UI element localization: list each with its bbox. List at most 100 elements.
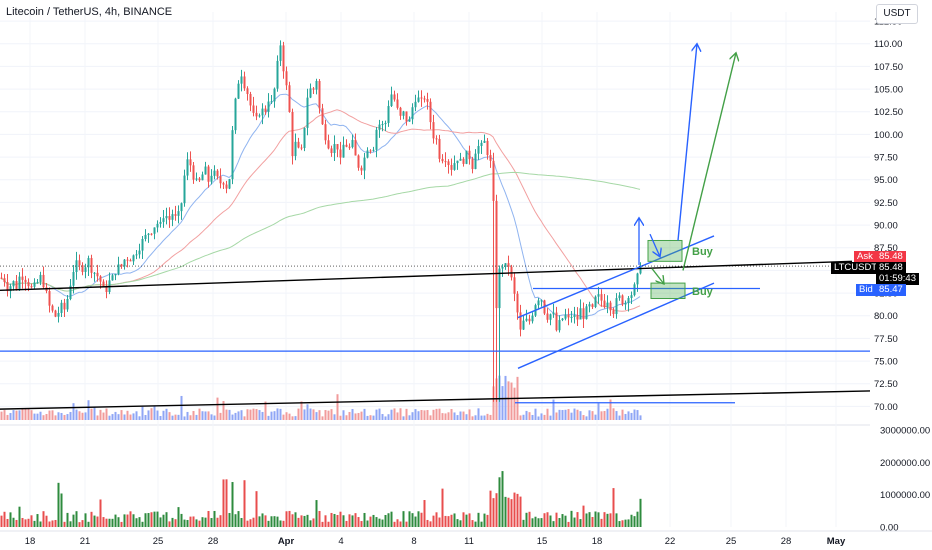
candle-body	[333, 144, 336, 154]
currency-button[interactable]: USDT	[876, 4, 918, 24]
candle-body	[252, 105, 255, 113]
volume-bar	[306, 514, 309, 527]
volume-overlay-bar	[93, 406, 96, 420]
volume-bar	[624, 519, 627, 527]
channel-bottom	[517, 282, 715, 369]
candle-body	[222, 183, 225, 185]
volume-overlay-bar	[528, 412, 531, 420]
volume-bar	[360, 521, 363, 527]
candle-body	[504, 263, 507, 268]
volume-bar	[621, 520, 624, 527]
volume-overlay-bar	[195, 414, 198, 420]
volume-overlay-bar	[300, 401, 303, 420]
candle-body	[126, 259, 129, 261]
candle-body	[84, 267, 87, 272]
volume-bar	[309, 520, 312, 527]
price-tick-label: 80.00	[874, 311, 898, 322]
candle-body	[195, 178, 198, 180]
candle-body	[354, 139, 357, 156]
volume-bar	[570, 510, 573, 527]
candle-body	[345, 144, 348, 147]
volume-bar	[558, 518, 561, 527]
volume-overlay-bar	[411, 412, 414, 420]
volume-overlay-bar	[636, 410, 639, 420]
volume-bar	[12, 517, 15, 527]
candle-body	[75, 260, 78, 273]
volume-bar	[567, 521, 570, 527]
volume-overlay-bar	[450, 408, 453, 420]
volume-overlay-bar	[219, 412, 222, 420]
volume-bar	[273, 516, 276, 527]
volume-bar	[102, 517, 105, 527]
volume-bar	[357, 517, 360, 527]
volume-overlay-bar	[129, 414, 132, 420]
volume-overlay-bar	[456, 415, 459, 420]
volume-overlay-bar	[447, 412, 450, 420]
projection-arrow	[677, 44, 697, 241]
volume-bar	[9, 512, 12, 527]
volume-overlay-bar	[192, 410, 195, 420]
candle-body	[465, 150, 468, 164]
volume-bar	[225, 479, 228, 527]
price-tick-label: 90.00	[874, 221, 898, 232]
time-axis[interactable]: 18 21 25 28 Apr 4 8 11 15 18 22 25 28 May	[0, 530, 932, 547]
volume-bar	[537, 518, 540, 527]
candle-body	[339, 149, 342, 158]
volume-bar	[528, 511, 531, 527]
candle-body	[207, 166, 210, 182]
candle-body	[276, 60, 279, 89]
volume-overlay-bar	[486, 413, 489, 420]
volume-bar	[546, 512, 549, 527]
volume-bar	[414, 516, 417, 527]
volume-bar	[267, 520, 270, 527]
volume-overlay-bar	[0, 411, 3, 420]
candle-body	[144, 234, 147, 240]
candle-body	[72, 272, 75, 286]
candle-body	[525, 318, 528, 321]
price-tick-label: 70.00	[874, 402, 898, 413]
volume-overlay-bar	[270, 411, 273, 420]
volume-overlay-bar	[99, 409, 102, 420]
volume-overlay-bar	[264, 401, 267, 420]
candle-body	[24, 279, 27, 283]
volume-overlay-bar	[288, 413, 291, 420]
candle-body	[627, 298, 630, 303]
candlesticks	[0, 40, 642, 402]
candle-body	[495, 200, 498, 309]
volume-overlay-bar	[576, 409, 579, 420]
volume-overlay-bar	[489, 414, 492, 420]
volume-overlay-bar	[72, 403, 75, 420]
volume-overlay-bar	[417, 411, 420, 420]
volume-bar	[327, 521, 330, 527]
volume-overlay-bar	[588, 410, 591, 420]
volume-bar	[609, 513, 612, 527]
volume-overlay-bar	[75, 409, 78, 420]
volume-bar	[369, 516, 372, 527]
volume-overlay-bar	[69, 411, 72, 420]
candle-body	[279, 45, 282, 61]
volume-bar	[291, 514, 294, 527]
volume-overlay-bar	[399, 408, 402, 420]
volume-bar	[483, 513, 486, 527]
volume-overlay-bar	[477, 408, 480, 420]
volume-overlay-bar	[30, 410, 33, 420]
volume-bar	[111, 518, 114, 527]
volume-overlay-bar	[405, 408, 408, 420]
volume-overlay-bar	[552, 399, 555, 420]
candle-body	[306, 97, 309, 128]
volume-bar	[276, 516, 279, 527]
volume-overlay-bar	[597, 403, 600, 420]
small-down-arrow	[649, 233, 660, 257]
volume-overlay-bar	[630, 412, 633, 420]
volume-overlay-bar	[375, 409, 378, 420]
volume-bar	[48, 521, 51, 527]
candle-body	[63, 302, 66, 310]
volume-bar	[90, 511, 93, 527]
volume-overlay-bar	[36, 413, 39, 420]
volume-bar	[333, 513, 336, 527]
volume-overlay-bar	[276, 408, 279, 420]
volume-bar	[633, 516, 636, 527]
candle-body	[621, 295, 624, 305]
volume-bar	[234, 514, 237, 527]
